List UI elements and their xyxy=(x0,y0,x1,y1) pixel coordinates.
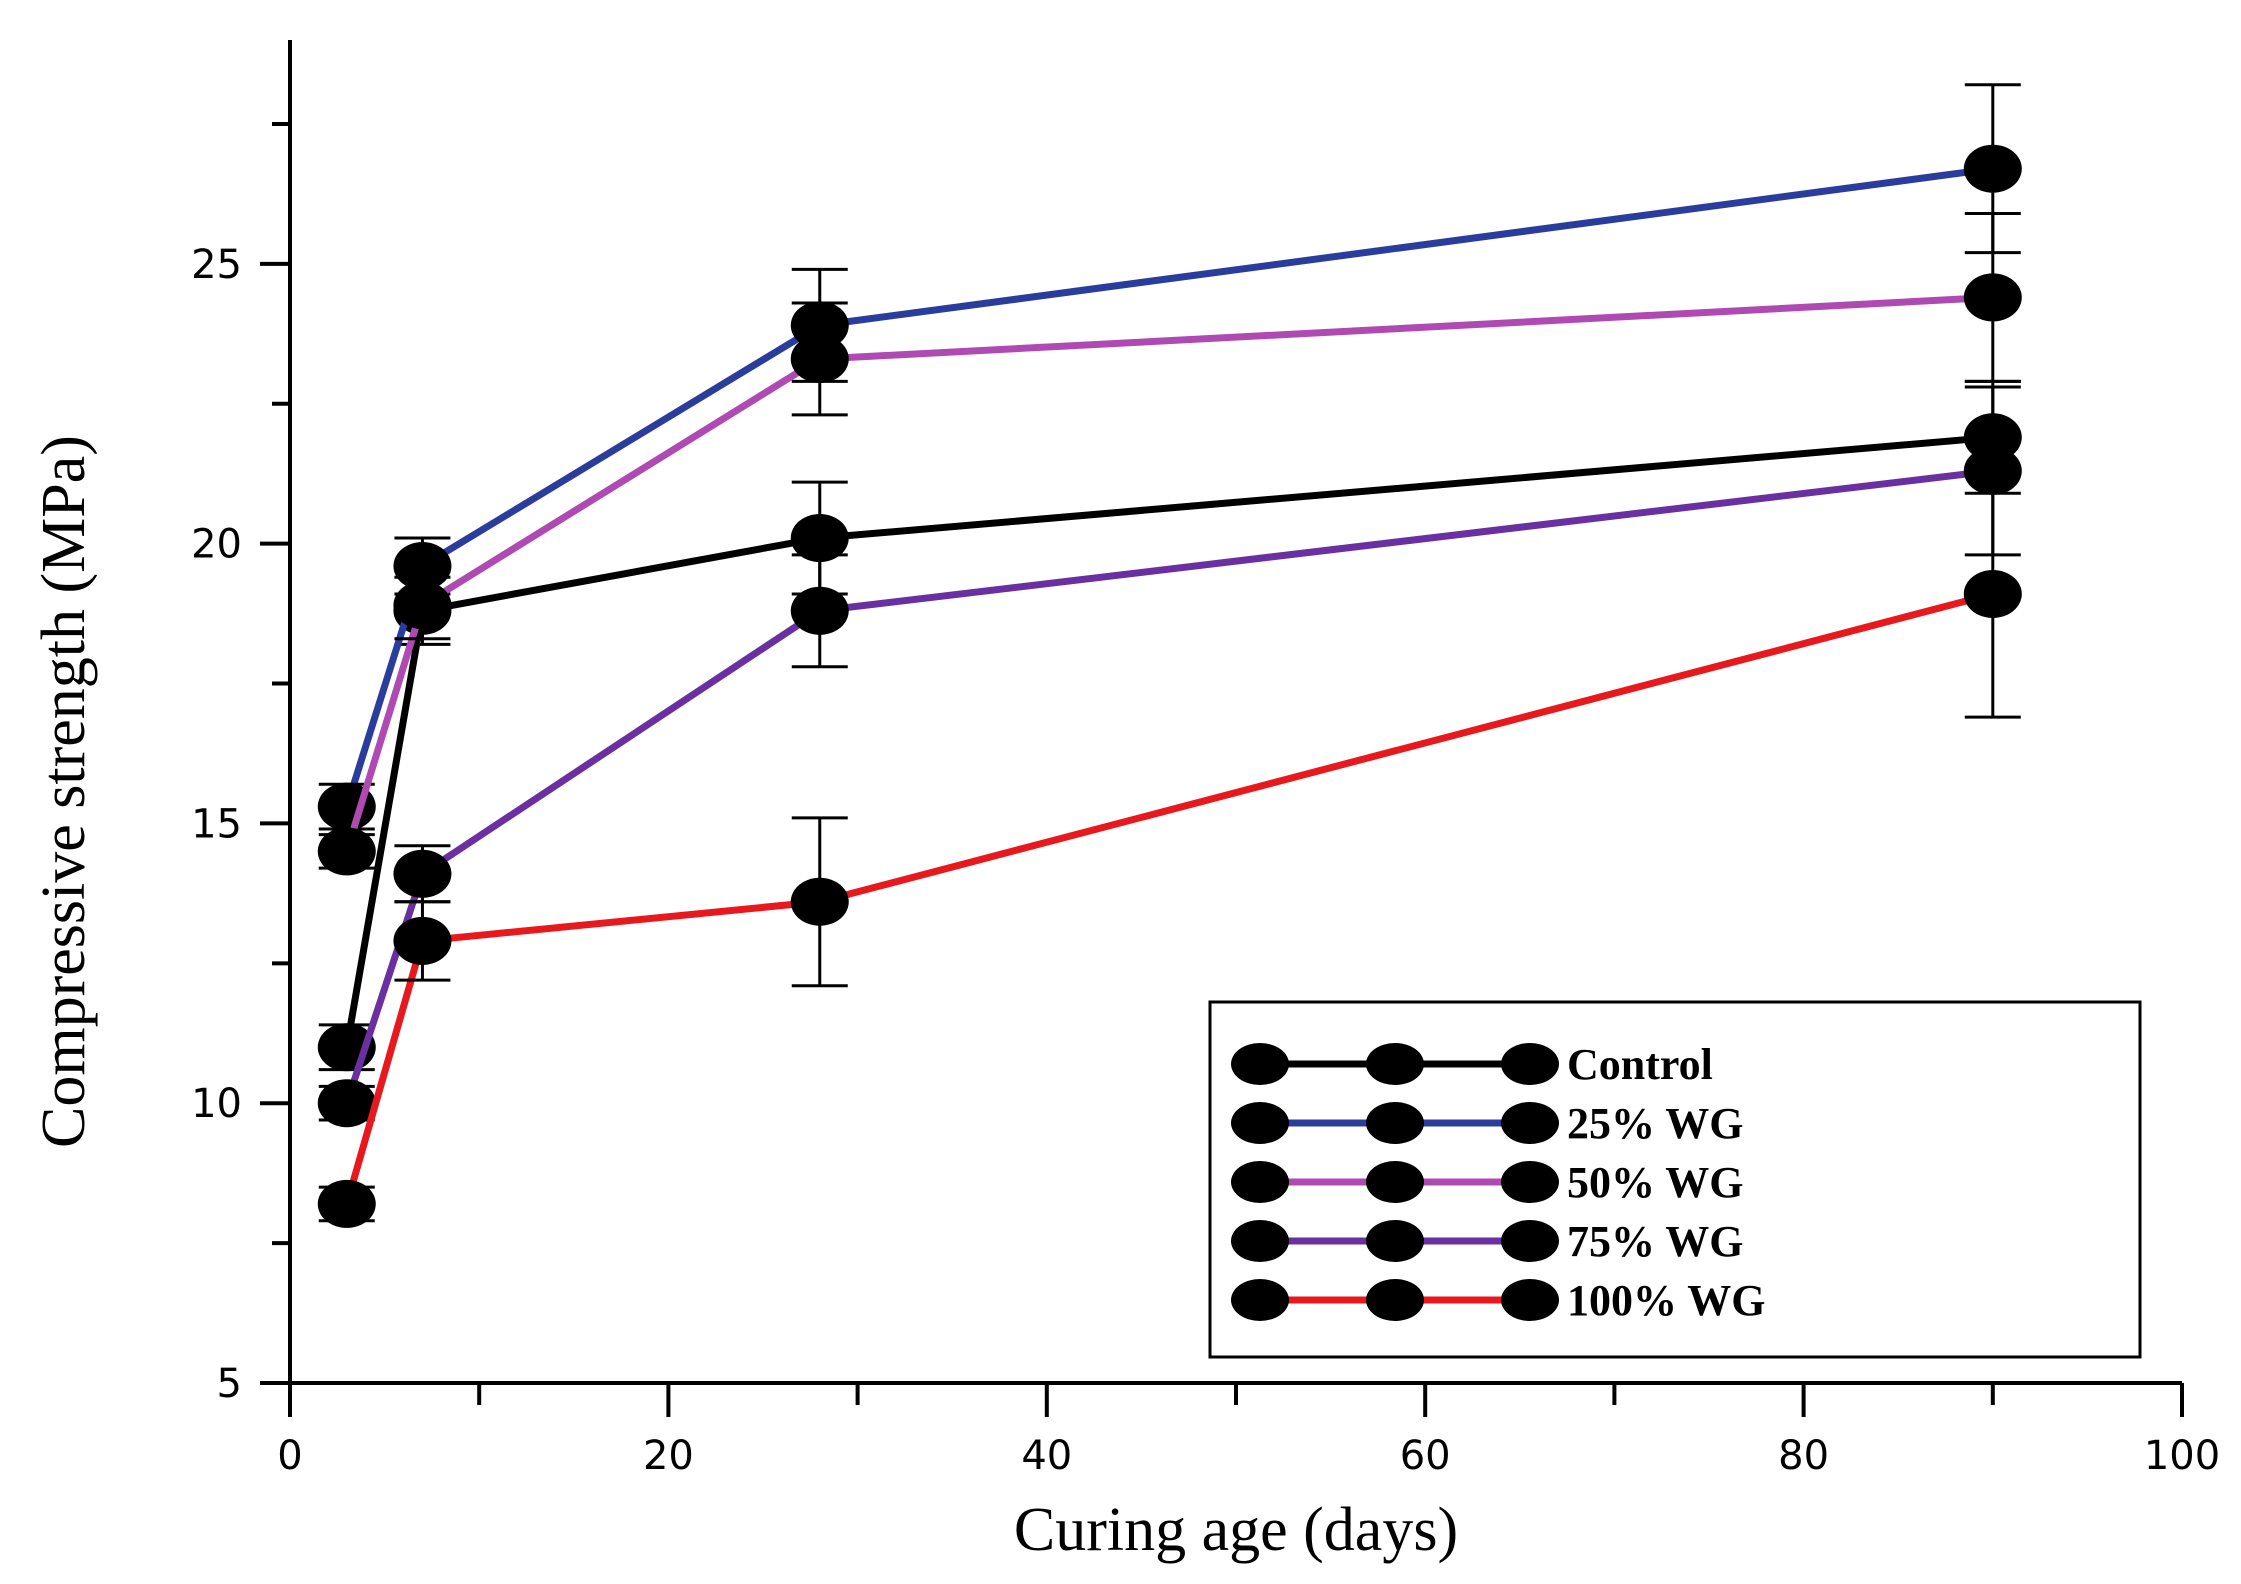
data-point xyxy=(393,542,452,591)
series-50-wg xyxy=(317,211,2022,876)
legend-item-25-wg: 25% WG xyxy=(1231,1099,1743,1148)
series-line xyxy=(343,590,1994,1205)
legend-label: 25% WG xyxy=(1567,1099,1743,1148)
data-point xyxy=(393,849,452,898)
legend-marker xyxy=(1231,1279,1289,1321)
legend-marker xyxy=(1231,1043,1289,1085)
legend-marker xyxy=(1501,1102,1559,1144)
y-tick-label: 25 xyxy=(191,242,242,288)
x-tick-label: 40 xyxy=(1021,1433,1072,1479)
legend-marker xyxy=(1231,1161,1289,1203)
legend-marker xyxy=(1366,1161,1424,1203)
series-line xyxy=(343,433,1994,1048)
legend-label: 50% WG xyxy=(1567,1158,1743,1207)
legend-label: 100% WG xyxy=(1567,1276,1765,1325)
legend-marker xyxy=(1501,1043,1559,1085)
data-point xyxy=(790,334,849,383)
series-line xyxy=(343,293,1993,853)
legend-marker xyxy=(1366,1043,1424,1085)
legend-marker xyxy=(1366,1102,1424,1144)
data-point xyxy=(1963,273,2022,322)
y-axis-title: Compressive strength (MPa) xyxy=(30,435,98,1148)
y-tick-label: 20 xyxy=(191,522,242,568)
data-point xyxy=(790,877,849,926)
series-line xyxy=(343,467,1994,1105)
data-point xyxy=(790,586,849,635)
y-tick-label: 5 xyxy=(217,1361,242,1407)
legend-marker xyxy=(1501,1279,1559,1321)
legend-label: 75% WG xyxy=(1567,1217,1743,1266)
legend-marker xyxy=(1366,1279,1424,1321)
legend-marker xyxy=(1231,1102,1289,1144)
legend-label: Control xyxy=(1567,1040,1713,1089)
series-control xyxy=(317,379,2022,1072)
legend-item-control: Control xyxy=(1231,1040,1713,1089)
legend-marker xyxy=(1366,1220,1424,1262)
x-tick-label: 20 xyxy=(643,1433,694,1479)
legend-marker xyxy=(1501,1220,1559,1262)
x-tick-label: 0 xyxy=(277,1433,302,1479)
data-point xyxy=(393,581,452,630)
data-point xyxy=(1963,569,2022,618)
data-point xyxy=(393,916,452,965)
data-point xyxy=(1963,144,2022,193)
x-tick-label: 60 xyxy=(1400,1433,1451,1479)
y-tick-label: 10 xyxy=(191,1081,242,1127)
data-point xyxy=(790,514,849,563)
x-axis-title: Curing age (days) xyxy=(1014,1496,1458,1564)
legend-marker xyxy=(1231,1220,1289,1262)
axes: 0 20 40 60 80 100 5 10 15 20 25 xyxy=(191,40,2220,1479)
legend: Control 25% WG 50% WG 75% WG 100% WG xyxy=(1208,1000,2142,1359)
legend-item-75-wg: 75% WG xyxy=(1231,1217,1743,1266)
y-tick-label: 15 xyxy=(191,801,242,847)
legend-marker xyxy=(1501,1161,1559,1203)
x-tick-label: 100 xyxy=(2144,1433,2220,1479)
legend-item-100-wg: 100% WG xyxy=(1231,1276,1765,1325)
series-100-wg xyxy=(317,469,2022,1228)
x-tick-label: 80 xyxy=(1778,1433,1829,1479)
series-75-wg xyxy=(317,385,2022,1128)
data-point xyxy=(317,1179,376,1228)
series-line xyxy=(343,165,1994,808)
legend-item-50-wg: 50% WG xyxy=(1231,1158,1743,1207)
data-point xyxy=(317,827,376,876)
series-layer xyxy=(317,83,2022,1228)
data-point xyxy=(317,1079,376,1128)
